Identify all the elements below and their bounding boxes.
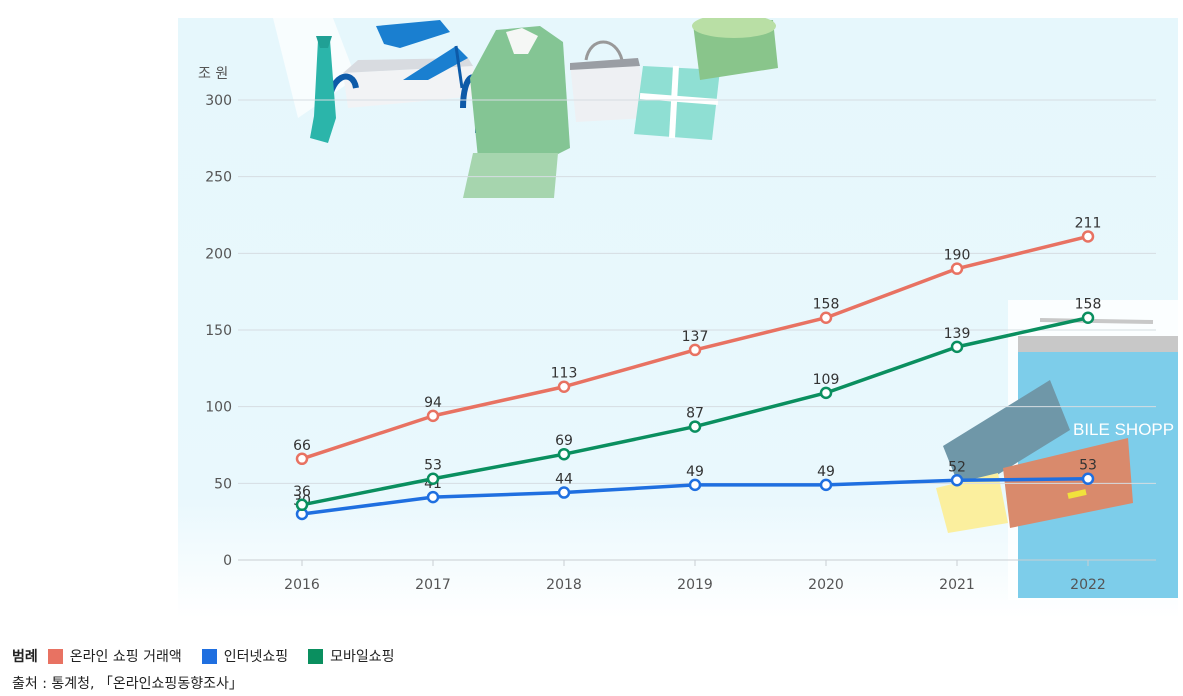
source-note: 출처 : 통계청, 「온라인쇼핑동향조사」	[12, 676, 243, 692]
series-0: 66 94 113 137 158 190 211	[293, 215, 1102, 466]
series-2: 36 53 69 87 109 139 158	[293, 297, 1102, 512]
legend-item: 모바일쇼핑	[308, 646, 395, 666]
series-1: 30414449495253	[293, 458, 1097, 521]
legend-label: 모바일쇼핑	[330, 649, 395, 665]
y-tick-label: 100	[205, 400, 232, 416]
data-point	[1081, 230, 1095, 243]
data-point	[819, 386, 833, 400]
x-tick-label: 2017	[415, 577, 451, 593]
data-point	[557, 380, 571, 393]
data-label: 52	[948, 459, 966, 475]
y-tick-label: 0	[223, 553, 232, 569]
chart-area: BILE SHOPP 0 50 100 150 200 250 300 2016 2017 20…	[178, 18, 1178, 618]
data-label: 49	[686, 464, 704, 480]
x-tick-label: 2018	[546, 577, 582, 593]
data-point	[426, 409, 440, 423]
data-label: 139	[944, 326, 971, 342]
data-point	[950, 262, 964, 275]
data-label: 69	[555, 433, 573, 449]
data-point	[557, 447, 571, 461]
data-label: 66	[293, 438, 311, 454]
data-label: 49	[817, 464, 835, 480]
data-point	[950, 474, 964, 487]
store-sign-text: BILE SHOPP	[1073, 420, 1174, 439]
data-point	[557, 486, 571, 499]
data-label: 158	[1075, 297, 1102, 313]
y-axis: 0 50 100 150 200 250 300	[205, 93, 232, 569]
data-label: 109	[813, 372, 840, 388]
x-axis: 2016 2017 2018 2019 2020 2021 2022	[284, 560, 1106, 593]
legend: 범례 온라인 쇼핑 거래액 인터넷쇼핑 모바일쇼핑	[12, 646, 415, 666]
x-tick-label: 2016	[284, 577, 320, 593]
x-tick-label: 2021	[939, 577, 975, 593]
data-label: 53	[1079, 458, 1097, 474]
data-label: 137	[682, 329, 709, 345]
data-label: 211	[1075, 215, 1102, 231]
y-tick-label: 150	[205, 323, 232, 339]
data-point	[819, 478, 833, 492]
legend-items: 온라인 쇼핑 거래액 인터넷쇼핑 모바일쇼핑	[47, 646, 415, 666]
legend-title: 범례	[12, 649, 38, 665]
y-tick-label: 200	[205, 246, 232, 262]
x-tick-label: 2019	[677, 577, 713, 593]
data-label: 113	[551, 366, 578, 382]
data-label: 36	[293, 484, 311, 500]
x-tick-label: 2020	[808, 577, 844, 593]
data-point	[950, 340, 964, 354]
legend-swatch	[201, 648, 217, 664]
legend-label: 온라인 쇼핑 거래액	[69, 649, 182, 665]
data-point	[426, 490, 440, 504]
data-point	[295, 452, 309, 466]
data-point	[295, 498, 309, 512]
data-label: 190	[944, 248, 971, 264]
chart-grid	[238, 99, 1156, 561]
chart-series: 6694113137158190211304144494952533653698…	[293, 215, 1102, 521]
data-label: 87	[686, 406, 704, 422]
data-label: 94	[424, 395, 442, 411]
legend-label: 인터넷쇼핑	[223, 649, 289, 665]
legend-item: 온라인 쇼핑 거래액	[47, 646, 182, 666]
data-label: 53	[424, 458, 442, 474]
data-point	[1081, 472, 1095, 485]
data-point	[688, 343, 702, 357]
data-label: 44	[555, 472, 573, 488]
data-point	[1081, 311, 1095, 324]
data-point	[819, 311, 833, 324]
y-axis-label: 조 원	[198, 66, 228, 82]
legend-swatch	[47, 648, 63, 664]
y-tick-label: 50	[214, 476, 232, 492]
data-point	[426, 472, 440, 485]
y-tick-label: 250	[205, 170, 232, 186]
y-tick-label: 300	[205, 93, 232, 109]
legend-swatch	[308, 648, 324, 664]
legend-item: 인터넷쇼핑	[201, 646, 289, 666]
data-label: 158	[813, 297, 840, 313]
shopping-illustration: BILE SHOPP	[273, 18, 1178, 600]
x-tick-label: 2022	[1070, 577, 1106, 593]
data-point	[688, 478, 702, 492]
data-point	[688, 420, 702, 433]
